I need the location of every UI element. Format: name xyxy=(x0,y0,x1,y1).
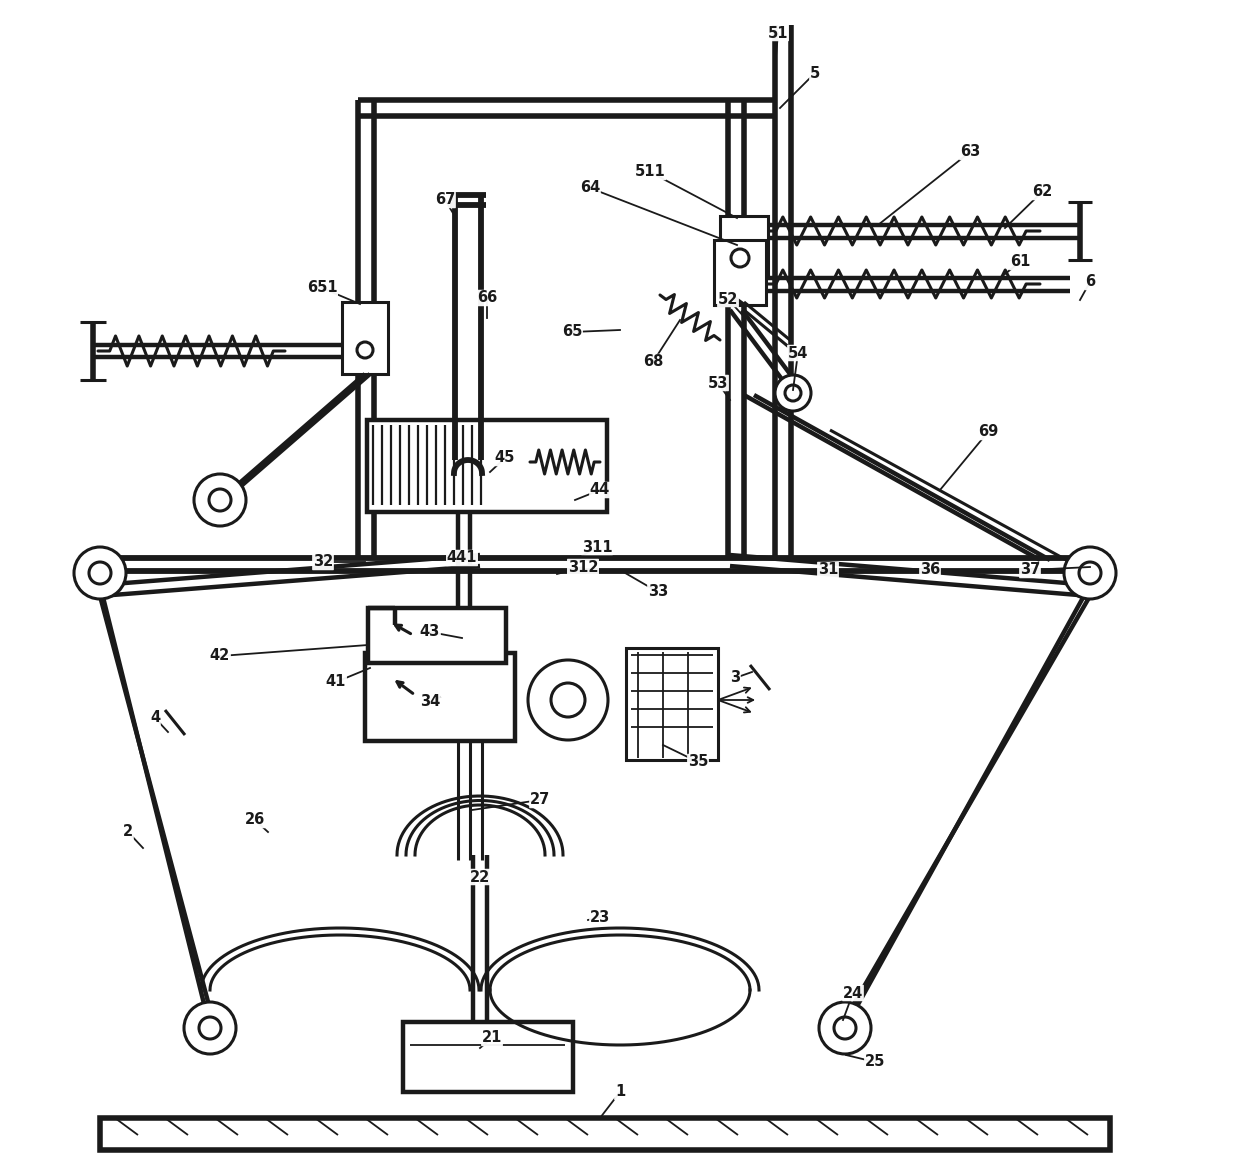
Text: 65: 65 xyxy=(562,325,583,340)
Bar xyxy=(714,240,766,305)
Text: 21: 21 xyxy=(482,1030,502,1045)
Bar xyxy=(626,648,718,760)
Text: 62: 62 xyxy=(1032,185,1052,199)
Circle shape xyxy=(818,1002,870,1053)
Text: 441: 441 xyxy=(446,551,477,566)
Text: 35: 35 xyxy=(688,754,708,769)
Text: 41: 41 xyxy=(326,674,346,689)
Circle shape xyxy=(551,683,585,717)
Text: 69: 69 xyxy=(978,425,998,440)
Circle shape xyxy=(184,1002,236,1053)
Text: 64: 64 xyxy=(580,180,600,196)
Text: 33: 33 xyxy=(647,584,668,599)
Text: 32: 32 xyxy=(312,554,334,569)
Text: 22: 22 xyxy=(470,870,490,885)
Text: 511: 511 xyxy=(635,164,666,179)
Text: 1: 1 xyxy=(615,1085,625,1100)
Bar xyxy=(342,301,388,374)
Circle shape xyxy=(528,660,608,740)
Text: 2: 2 xyxy=(123,824,133,839)
Text: 31: 31 xyxy=(818,562,838,577)
Circle shape xyxy=(193,474,246,526)
Text: 63: 63 xyxy=(960,144,980,159)
Text: 51: 51 xyxy=(768,26,789,41)
Text: 45: 45 xyxy=(495,450,515,466)
Text: 44: 44 xyxy=(590,483,610,497)
Circle shape xyxy=(210,489,231,511)
Circle shape xyxy=(835,1017,856,1039)
Circle shape xyxy=(357,342,373,359)
Text: 36: 36 xyxy=(920,562,940,577)
Bar xyxy=(365,653,515,741)
Text: 52: 52 xyxy=(718,291,738,306)
Text: 53: 53 xyxy=(708,376,728,390)
Circle shape xyxy=(89,562,112,584)
Text: 26: 26 xyxy=(244,812,265,828)
Text: 6: 6 xyxy=(1085,275,1095,290)
Text: 23: 23 xyxy=(590,909,610,924)
Circle shape xyxy=(785,385,801,402)
Bar xyxy=(368,608,506,663)
Bar xyxy=(720,217,768,278)
Circle shape xyxy=(74,547,126,599)
Text: 311: 311 xyxy=(582,539,613,554)
Text: 3: 3 xyxy=(730,670,740,686)
Text: 27: 27 xyxy=(529,793,551,808)
Text: 34: 34 xyxy=(420,695,440,710)
Text: 43: 43 xyxy=(420,625,440,639)
Bar xyxy=(367,420,608,512)
Text: 68: 68 xyxy=(642,355,663,369)
Text: 24: 24 xyxy=(843,986,863,1001)
Circle shape xyxy=(1079,562,1101,584)
Text: 312: 312 xyxy=(568,560,598,575)
Bar xyxy=(100,1117,1110,1150)
Bar xyxy=(403,1022,573,1092)
Text: 61: 61 xyxy=(1009,255,1030,270)
Text: 5: 5 xyxy=(810,65,820,80)
Text: 67: 67 xyxy=(435,192,455,207)
Circle shape xyxy=(198,1017,221,1039)
Text: 66: 66 xyxy=(477,291,497,305)
Text: 25: 25 xyxy=(864,1055,885,1070)
Text: 4: 4 xyxy=(150,710,160,725)
Circle shape xyxy=(1064,547,1116,599)
Circle shape xyxy=(775,375,811,411)
Text: 37: 37 xyxy=(1019,562,1040,577)
Text: 54: 54 xyxy=(787,346,808,361)
Text: 651: 651 xyxy=(306,281,337,296)
Text: 42: 42 xyxy=(210,648,231,663)
Circle shape xyxy=(732,249,749,267)
